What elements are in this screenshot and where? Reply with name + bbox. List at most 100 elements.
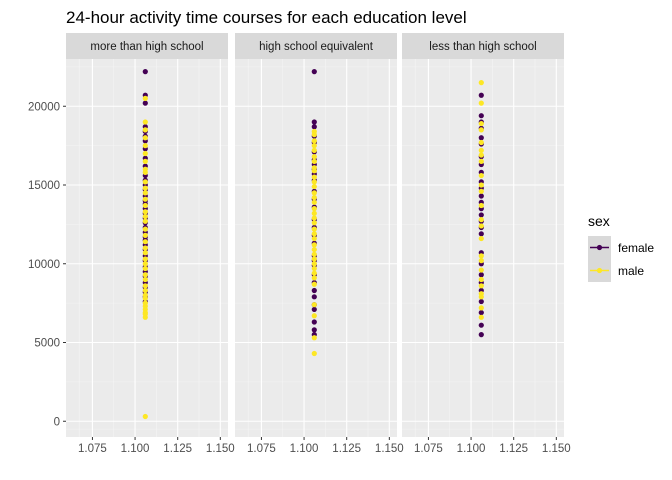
data-point-female — [311, 327, 317, 333]
x-tick-label: 1.150 — [375, 443, 404, 455]
data-point-male — [311, 158, 317, 164]
data-point-male — [478, 223, 484, 229]
data-point-male — [142, 413, 148, 420]
facet-strip-label: more than high school — [90, 41, 203, 53]
data-point-male — [142, 150, 148, 157]
data-point-male — [311, 313, 317, 319]
data-point-female — [142, 100, 148, 106]
y-tick-label: 10000 — [28, 259, 60, 271]
data-point-male — [142, 256, 148, 262]
data-point-male — [478, 80, 484, 86]
data-point-male — [311, 265, 317, 272]
data-point-male — [478, 172, 484, 179]
data-point-female — [478, 135, 484, 141]
data-point-male — [478, 235, 484, 242]
data-point-male — [142, 127, 148, 133]
data-point-male — [142, 143, 148, 149]
data-point-male — [311, 190, 317, 196]
data-point-male — [142, 209, 148, 215]
data-point-male — [142, 239, 148, 245]
data-point-male — [311, 350, 317, 357]
data-point-male — [142, 95, 148, 101]
data-point-male — [311, 261, 317, 267]
data-point-male — [142, 226, 148, 232]
data-point-male — [142, 185, 148, 191]
data-point-female — [478, 113, 484, 119]
x-tick-label: 1.125 — [332, 443, 361, 455]
data-point-male — [311, 231, 317, 237]
data-point-male — [311, 215, 317, 221]
data-point-male — [311, 270, 317, 276]
chart-title: 24-hour activity time courses for each e… — [66, 8, 467, 27]
data-point-female — [478, 193, 484, 199]
data-point-male — [311, 256, 317, 262]
data-point-female — [478, 298, 484, 305]
data-point-male — [478, 139, 484, 146]
data-point-male — [142, 218, 148, 224]
data-point-male — [142, 272, 148, 278]
facet-panel: more than high school 1.075 1.100 1.125 1.15… — [66, 33, 235, 455]
x-tick-label: 1.100 — [121, 443, 150, 455]
legend-label-male: male — [618, 264, 644, 278]
data-point-male — [311, 275, 317, 281]
data-point-male — [142, 179, 148, 185]
data-point-male — [478, 305, 484, 311]
data-point-male — [142, 158, 148, 164]
data-point-male — [311, 235, 317, 242]
legend-key-point — [596, 267, 603, 274]
data-point-male — [142, 232, 148, 238]
data-point-male — [142, 202, 148, 209]
data-point-female — [478, 309, 484, 316]
data-point-female — [478, 322, 484, 328]
data-point-male — [478, 158, 484, 164]
x-tick-label: 1.125 — [499, 443, 528, 455]
data-point-female — [311, 287, 317, 294]
data-point-male — [311, 132, 317, 138]
data-point-male — [478, 314, 484, 320]
data-point-male — [478, 253, 484, 259]
data-point-female — [311, 294, 317, 300]
facet-strip-label: high school equivalent — [259, 41, 374, 53]
data-point-female — [478, 212, 484, 218]
data-point-male — [142, 283, 148, 289]
data-point-male — [478, 147, 484, 153]
facet-strip — [235, 33, 397, 59]
data-point-male — [142, 250, 148, 256]
data-point-male — [142, 314, 148, 320]
data-point-male — [311, 242, 317, 248]
facet-strip-label: less than high school — [429, 41, 536, 53]
data-point-male — [478, 152, 484, 158]
data-point-male — [478, 202, 484, 209]
y-tick-label: 15000 — [28, 180, 60, 192]
data-point-male — [478, 127, 484, 133]
facet-strip — [402, 33, 564, 59]
data-point-male — [311, 138, 317, 144]
data-point-female — [311, 124, 317, 130]
data-point-male — [311, 179, 317, 185]
data-point-male — [311, 246, 317, 253]
y-tick-label: 0 — [54, 416, 60, 428]
data-point-male — [142, 190, 148, 196]
data-point-male — [142, 295, 148, 301]
data-point-male — [311, 206, 317, 212]
facet-panels: more than high school 1.075 1.100 1.125 1.15… — [66, 33, 571, 455]
data-point-female — [478, 332, 484, 338]
data-point-male — [478, 258, 484, 264]
x-tick-label: 1.100 — [457, 443, 486, 455]
x-tick-label: 1.125 — [163, 443, 192, 455]
data-point-male — [478, 267, 484, 273]
legend: sex female male — [588, 213, 654, 282]
legend-key-point — [596, 244, 603, 251]
data-point-male — [478, 294, 484, 300]
facet-panel: high school equivalent 1.075 1.100 1.125 1.1… — [235, 33, 404, 455]
data-point-male — [142, 169, 148, 175]
data-point-male — [142, 261, 148, 267]
data-point-male — [142, 135, 148, 141]
data-point-female — [478, 231, 484, 237]
data-point-male — [142, 287, 148, 294]
data-point-male — [311, 281, 317, 287]
facet-strip — [66, 33, 228, 59]
data-point-male — [311, 220, 317, 226]
data-point-male — [311, 335, 317, 341]
